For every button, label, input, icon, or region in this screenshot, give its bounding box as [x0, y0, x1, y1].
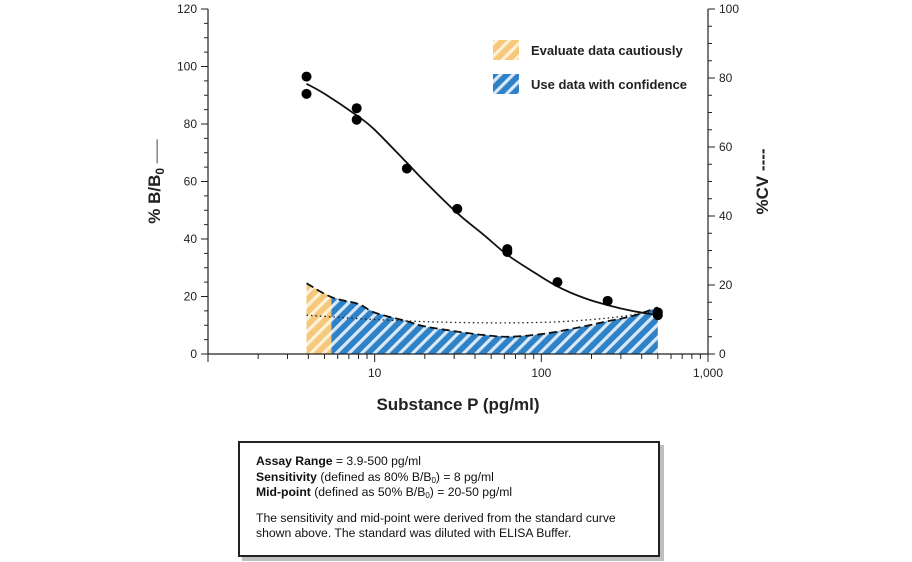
- sensitivity-value: ) = 8 pg/ml: [435, 469, 494, 484]
- caution-region: [306, 283, 332, 354]
- x-axis-title: Substance P (pg/ml): [376, 395, 539, 414]
- legend-swatch-confidence: [493, 74, 519, 94]
- data-point: [351, 114, 362, 125]
- cv-dashed-line: [306, 282, 659, 338]
- y-tick-label: 120: [177, 2, 197, 16]
- x-tick-label: 1,000: [693, 366, 723, 380]
- x-tick-label: 10: [368, 366, 382, 380]
- y-axis-title-main: % B/B: [145, 175, 164, 224]
- y2-tick-label: 0: [719, 347, 726, 361]
- assay-range-label: Assay Range: [256, 454, 333, 468]
- data-series: [301, 71, 663, 338]
- y-axis-title: % B/B0 ——: [145, 139, 167, 224]
- confidence-region: [331, 297, 658, 354]
- standard-curve-chart: 0 20 40 60 80 100 120 0 20 40 60 80 100 10 100 1,000 Su…: [145, 2, 772, 414]
- y-tick-label: 20: [184, 290, 198, 304]
- y-tick-label: 60: [184, 175, 198, 189]
- data-point: [652, 310, 663, 321]
- y2-axis-title: %CV ----: [753, 148, 772, 214]
- secondary-fit-dotted-line: [306, 310, 658, 324]
- y2-tick-label: 100: [719, 2, 739, 16]
- data-point: [452, 203, 463, 214]
- midpoint-label: Mid-point: [256, 485, 311, 499]
- data-point: [301, 71, 312, 82]
- y-tick-label: 100: [177, 60, 197, 74]
- y2-tick-label: 40: [719, 209, 733, 223]
- sensitivity-subscript: 0: [431, 475, 436, 485]
- sensitivity-label: Sensitivity: [256, 469, 317, 484]
- shaded-regions: [306, 283, 658, 354]
- midpoint-value: ) = 20-50 pg/ml: [429, 485, 513, 499]
- y2-tick-label: 80: [719, 71, 733, 85]
- y-tick-label: 80: [184, 117, 198, 131]
- midpoint-line: Mid-point (defined as 50% B/B0) = 20-50 …: [256, 485, 644, 501]
- y-tick-label: 0: [190, 347, 197, 361]
- legend-swatch-caution: [493, 40, 519, 60]
- derivation-note: The sensitivity and mid-point were deriv…: [256, 510, 616, 541]
- sensitivity-line: Sensitivity (defined as 80% B/B0) = 8 pg…: [256, 470, 644, 486]
- bb0-fitted-curve: [306, 83, 658, 317]
- sensitivity-definition: (defined as 80% B/B: [316, 469, 432, 484]
- assay-range-line: Assay Range = 3.9-500 pg/ml: [256, 454, 644, 470]
- legend-label-confidence: Use data with confidence: [531, 77, 687, 92]
- data-point: [401, 163, 412, 174]
- midpoint-subscript: 0: [425, 491, 430, 500]
- axes: 0 20 40 60 80 100 120 0 20 40 60 80 100 10 100 1,000: [177, 2, 739, 380]
- y2-tick-label: 20: [719, 278, 733, 292]
- assay-range-value: = 3.9-500 pg/ml: [332, 454, 421, 468]
- data-point: [552, 277, 563, 288]
- legend-label-caution: Evaluate data cautiously: [531, 43, 683, 58]
- data-point: [351, 103, 362, 114]
- data-point: [502, 246, 513, 257]
- legend: Evaluate data cautiously Use data with c…: [493, 40, 687, 94]
- x-tick-label: 100: [531, 366, 551, 380]
- midpoint-definition: (defined as 50% B/B: [310, 485, 426, 499]
- data-point: [301, 88, 312, 99]
- y2-tick-label: 60: [719, 140, 733, 154]
- y-axis-title-subscript: 0: [153, 168, 167, 175]
- data-point: [602, 295, 613, 306]
- assay-info-box: Assay Range = 3.9-500 pg/ml Sensitivity …: [238, 441, 660, 557]
- y-tick-label: 40: [184, 232, 198, 246]
- y-axis-title-line-marker: ——: [149, 139, 163, 163]
